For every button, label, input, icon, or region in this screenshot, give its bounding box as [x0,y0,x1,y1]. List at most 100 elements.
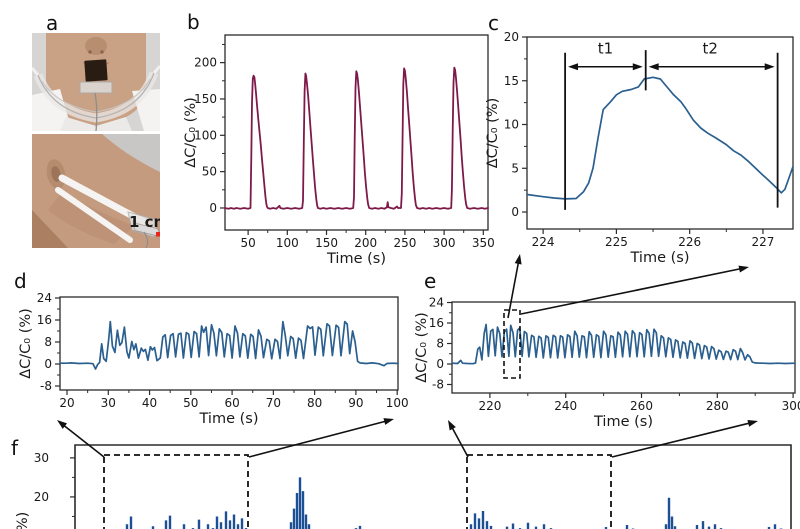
plot-frame [224,34,489,231]
x-axis: 224 225 226 227 [532,229,774,249]
chart-c: 224 225 226 227 0 5 10 15 20 Time (s) ΔC/C₀ (%) [485,30,794,266]
y-axis-title: ΔC/C₀ (%) [485,98,501,169]
tick-label: 300 [433,236,456,250]
tick-label: 30 [34,451,49,465]
strap-lower [55,187,133,243]
collar [60,117,132,131]
tick-label: 30 [101,396,116,410]
x-axis: 220 240 260 280 300 [478,393,800,413]
tick-label: 200 [194,56,217,70]
tick-label: 260 [630,399,653,413]
zoom-box [103,454,249,529]
tick-label: 100 [194,128,217,142]
y-axis-title: ΔC/C₀ (%) [15,512,31,529]
arrowhead [632,63,643,71]
tick-label: 225 [605,235,628,249]
mask-outline [37,72,155,119]
tick-label: 0 [436,357,444,371]
data-line [451,323,796,365]
tick-label: 350 [472,236,495,250]
tick-label: 50 [183,396,198,410]
mask-strap-left [32,67,40,76]
x-axis-title: Time (s) [630,250,690,266]
data-line [223,66,489,210]
span-label: t2 [702,40,717,58]
tick-label: 8 [44,335,52,349]
y-axis: 0 50 100 150 200 [194,43,225,215]
tick-label: 220 [478,399,501,413]
span-label: t1 [598,40,613,58]
tick-label: 240 [554,399,577,413]
tick-label: 15 [504,74,519,88]
connector-arrow [507,258,520,319]
tick-label: 90 [348,396,363,410]
tick-label: 280 [706,399,729,413]
nostril [88,50,92,54]
mask-strap-right [152,65,160,74]
connector-arrow [520,267,745,315]
tick-label: 70 [266,396,281,410]
annotations: t1 t2 [57,40,779,529]
tick-label: 40 [142,396,157,410]
tick-label: 20 [34,490,49,504]
arrowhead [57,420,68,429]
nose-shadow [85,37,107,55]
arrowhead [568,63,579,71]
y-axis: 0 5 10 15 20 [504,30,527,219]
sensor-wire [94,92,98,131]
panel-a-photos: 1 cm [32,33,169,248]
arrowhead [648,63,659,71]
tick-label: 224 [532,235,555,249]
data-line [59,320,399,370]
photo-front-view [32,33,160,131]
data-line [526,76,794,200]
tick-label: 60 [224,396,239,410]
tick-label: 0 [44,357,52,371]
tick-label: 0 [209,201,217,215]
tick-label: 10 [504,118,519,132]
arrowhead [738,265,749,273]
tick-label: 300 [782,399,800,413]
panel-label-a: a [46,11,58,35]
tick-label: 24 [429,296,444,310]
shirt-left [32,89,72,131]
scale-label: 1 cm [129,213,169,231]
plot-frame [451,301,796,394]
ear-inner [51,166,61,182]
tick-label: 16 [429,316,444,330]
y-axis: 30 20 [34,451,75,517]
arrowhead [514,254,522,265]
tick-label: 50 [240,236,255,250]
sensor-chip [84,59,108,82]
plot-frame [74,444,792,529]
tick-label: 8 [436,337,444,351]
y-axis-title: ΔC/C₀ (%) [183,97,199,168]
chart-f: 30 20ΔC/C₀ (%) [15,444,792,529]
tick-label: 20 [59,396,74,410]
arrowhead [764,63,775,71]
spike-series [125,477,783,529]
plot-frame [526,36,794,230]
panel-label-d: d [14,269,27,293]
arrowhead [747,419,758,427]
tick-label: 100 [276,236,299,250]
x-axis: 50 100 150 200 250 300 350 [240,230,495,250]
photo-side-view: 1 cm [32,134,169,248]
plot-frame [59,296,399,391]
panel-label-f: f [11,436,19,460]
tick-label: 20 [504,30,519,44]
tick-label: 80 [307,396,322,410]
x-axis-title: Time (s) [593,414,653,430]
tick-label: 24 [37,291,52,305]
scale-bar [156,232,160,237]
tick-label: -8 [432,377,444,391]
sensor-holder [79,81,113,94]
x-axis: 20 30 40 50 60 70 80 90 100 [59,390,409,410]
x-axis-title: Time (s) [326,251,386,267]
connector-arrow [611,421,754,458]
connector-arrow [60,422,105,458]
chart-d: 20 30 40 50 60 70 80 90 100 -8 0 8 16 24 Time (s) ΔC/C₀… [18,291,409,427]
